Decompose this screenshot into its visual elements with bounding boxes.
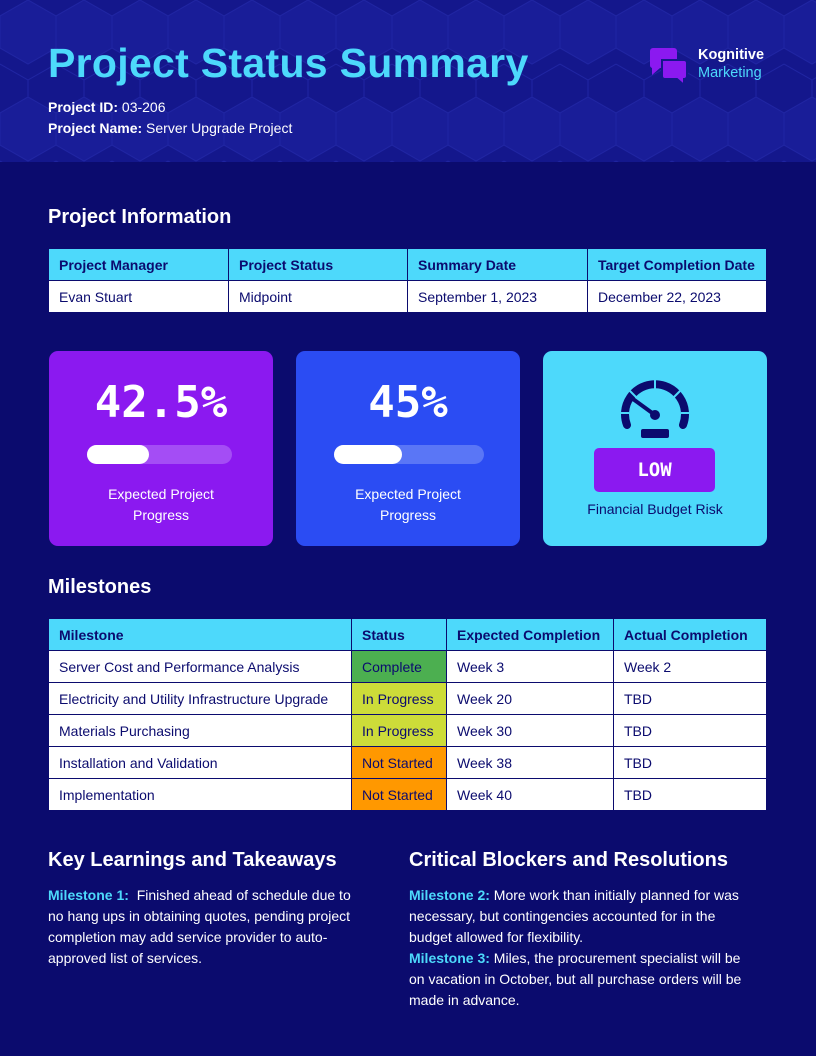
progress-card-label: Expected Project Progress — [108, 486, 214, 523]
project-name: Project Name: Server Upgrade Project — [48, 120, 292, 136]
column-header: Summary Date — [407, 248, 588, 281]
chat-bubbles-icon — [649, 48, 688, 84]
blocker-item: Milestone 3: Miles, the procurement spec… — [409, 948, 754, 1011]
column-header: Project Manager — [48, 248, 229, 281]
logo-text-line1: Kognitive — [698, 47, 765, 63]
milestone-actual-completion: TBD — [613, 714, 767, 747]
milestone-actual-completion: TBD — [613, 746, 767, 779]
milestone-expected-completion: Week 38 — [446, 746, 614, 779]
milestone-expected-completion: Week 20 — [446, 682, 614, 715]
progress-card: 45% Expected Project Progress — [296, 351, 520, 546]
table-row: Installation and Validation Not Started … — [48, 746, 767, 779]
milestone-name: Electricity and Utility Infrastructure U… — [48, 682, 352, 715]
project-id-label: Project ID: — [48, 99, 119, 115]
milestone-actual-completion: Week 2 — [613, 650, 767, 683]
project-information-heading: Project Information — [48, 206, 232, 228]
milestone-status: In Progress — [351, 682, 447, 715]
milestone-status: Not Started — [351, 778, 447, 811]
progress-bar-fill — [334, 445, 402, 464]
milestones-table: Milestone Status Expected Completion Act… — [48, 618, 767, 811]
target-completion-date-value: December 22, 2023 — [587, 280, 767, 313]
milestone-name: Installation and Validation — [48, 746, 352, 779]
progress-bar-fill — [87, 445, 149, 464]
milestone-actual-completion: TBD — [613, 682, 767, 715]
table-header-row: Project Manager Project Status Summary D… — [48, 248, 767, 281]
milestone-name: Materials Purchasing — [48, 714, 352, 747]
project-id: Project ID: 03-206 — [48, 99, 166, 115]
summary-date-value: September 1, 2023 — [407, 280, 588, 313]
project-information-table: Project Manager Project Status Summary D… — [48, 248, 767, 313]
learning-text: Finished ahead of schedule due to no han… — [48, 887, 351, 966]
progress-card: 42.5% Expected Project Progress — [49, 351, 273, 546]
column-header: Target Completion Date — [587, 248, 767, 281]
risk-level-badge: LOW — [594, 448, 715, 492]
project-manager-value: Evan Stuart — [48, 280, 229, 313]
critical-blockers-heading: Critical Blockers and Resolutions — [409, 849, 728, 871]
milestone-expected-completion: Week 3 — [446, 650, 614, 683]
logo-text-line2: Marketing — [698, 65, 762, 81]
milestone-label: Milestone 3: — [409, 950, 490, 966]
brand-logo: Kognitive Marketing — [648, 46, 778, 86]
budget-risk-card: LOW Financial Budget Risk — [543, 351, 767, 546]
milestone-label: Milestone 1: — [48, 887, 129, 903]
blocker-text: Miles, the procurement specialist will b… — [409, 950, 742, 1008]
project-name-value: Server Upgrade Project — [146, 120, 293, 136]
column-header: Expected Completion — [446, 618, 614, 651]
key-learnings-text: Milestone 1: Finished ahead of schedule … — [48, 885, 364, 969]
table-row: Materials Purchasing In Progress Week 30… — [48, 714, 767, 747]
progress-percentage: 42.5% — [94, 377, 228, 428]
budget-risk-label: Financial Budget Risk — [587, 501, 723, 517]
milestone-status: Not Started — [351, 746, 447, 779]
table-row: Evan Stuart Midpoint September 1, 2023 D… — [48, 280, 767, 313]
milestone-status: Complete — [351, 650, 447, 683]
project-name-label: Project Name: — [48, 120, 143, 136]
column-header: Project Status — [228, 248, 408, 281]
milestone-expected-completion: Week 30 — [446, 714, 614, 747]
table-row: Electricity and Utility Infrastructure U… — [48, 682, 767, 715]
progress-percentage: 45% — [368, 377, 448, 428]
page-title: Project Status Summary — [48, 40, 529, 86]
milestones-heading: Milestones — [48, 576, 152, 598]
milestone-name: Server Cost and Performance Analysis — [48, 650, 352, 683]
table-row: Implementation Not Started Week 40 TBD — [48, 778, 767, 811]
table-row: Server Cost and Performance Analysis Com… — [48, 650, 767, 683]
blocker-item: Milestone 2: More work than initially pl… — [409, 885, 754, 948]
column-header: Status — [351, 618, 447, 651]
key-learnings-heading: Key Learnings and Takeaways — [48, 849, 337, 871]
milestone-expected-completion: Week 40 — [446, 778, 614, 811]
critical-blockers-text: Milestone 2: More work than initially pl… — [409, 885, 754, 1011]
blocker-text: More work than initially planned for was… — [409, 887, 739, 945]
progress-card-label: Expected Project Progress — [355, 486, 461, 523]
milestone-name: Implementation — [48, 778, 352, 811]
table-header-row: Milestone Status Expected Completion Act… — [48, 618, 767, 651]
speedometer-icon — [620, 380, 690, 438]
page-header: Project Status Summary Project ID: 03-20… — [0, 0, 816, 162]
milestone-status: In Progress — [351, 714, 447, 747]
milestone-label: Milestone 2: — [409, 887, 490, 903]
column-header: Actual Completion — [613, 618, 767, 651]
project-status-value: Midpoint — [228, 280, 408, 313]
milestone-actual-completion: TBD — [613, 778, 767, 811]
column-header: Milestone — [48, 618, 352, 651]
project-id-value: 03-206 — [121, 99, 166, 115]
progress-bar — [87, 445, 232, 464]
progress-bar — [334, 445, 484, 464]
